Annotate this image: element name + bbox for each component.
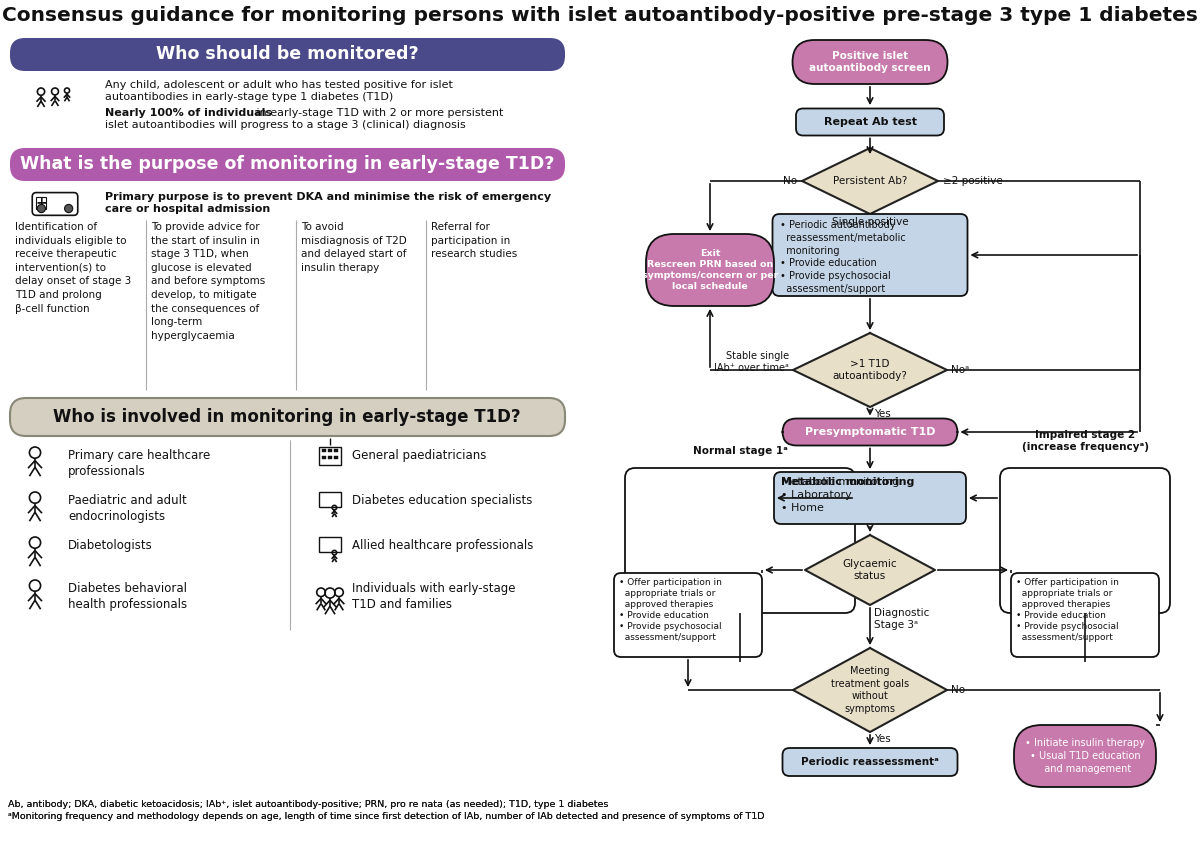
Text: Who is involved in monitoring in early-stage T1D?: Who is involved in monitoring in early-s…	[53, 408, 521, 426]
Text: • Offer participation in
  appropriate trials or
  approved therapies
• Provide : • Offer participation in appropriate tri…	[1016, 578, 1118, 642]
Text: Ab, antibody; DKA, diabetic ketoacidosis; IAb⁺, islet autoantibody-positive; PRN: Ab, antibody; DKA, diabetic ketoacidosis…	[8, 800, 608, 809]
Text: Individuals with early-stage
T1D and families: Individuals with early-stage T1D and fam…	[352, 582, 516, 611]
Text: Positive islet
autoantibody screen: Positive islet autoantibody screen	[809, 51, 931, 73]
Text: Normal stage 1ᵃ: Normal stage 1ᵃ	[692, 446, 787, 456]
FancyBboxPatch shape	[782, 748, 958, 776]
Text: Yes: Yes	[874, 734, 890, 744]
FancyBboxPatch shape	[774, 472, 966, 524]
Text: Diabetes behavioral
health professionals: Diabetes behavioral health professionals	[68, 582, 187, 611]
Text: • Periodic autoantibody
  reassessment/metabolic
  monitoring
• Provide educatio: • Periodic autoantibody reassessment/met…	[780, 220, 905, 294]
Text: ≥2 positive: ≥2 positive	[943, 176, 1003, 186]
Text: Metabolic monitoring: Metabolic monitoring	[781, 477, 914, 487]
Text: • Initiate insulin therapy
• Usual T1D education
  and management: • Initiate insulin therapy • Usual T1D e…	[1025, 738, 1145, 774]
FancyBboxPatch shape	[10, 148, 565, 181]
Bar	[319, 492, 341, 508]
Polygon shape	[805, 535, 935, 605]
Circle shape	[65, 205, 73, 213]
Polygon shape	[793, 333, 947, 407]
Text: What is the purpose of monitoring in early-stage T1D?: What is the purpose of monitoring in ear…	[20, 155, 554, 173]
Polygon shape	[802, 148, 938, 214]
Text: care or hospital admission: care or hospital admission	[106, 204, 270, 214]
Text: To provide advice for
the start of insulin in
stage 3 T1D, when
glucose is eleva: To provide advice for the start of insul…	[151, 222, 265, 341]
Text: Diabetologists: Diabetologists	[68, 539, 152, 552]
Bar	[328, 449, 331, 452]
FancyBboxPatch shape	[792, 40, 948, 84]
Text: Meeting
treatment goals
without
symptoms: Meeting treatment goals without symptoms	[830, 666, 910, 714]
Text: Diagnostic
Stage 3ᵃ: Diagnostic Stage 3ᵃ	[874, 608, 929, 631]
Bar	[334, 456, 338, 459]
FancyBboxPatch shape	[32, 193, 78, 216]
Text: Glycaemic
status: Glycaemic status	[842, 559, 898, 581]
Text: ᵃMonitoring frequency and methodology depends on age, length of time since first: ᵃMonitoring frequency and methodology de…	[8, 812, 764, 821]
Text: Who should be monitored?: Who should be monitored?	[156, 45, 419, 63]
Text: Repeat Ab test: Repeat Ab test	[823, 117, 917, 127]
Text: Primary purpose is to prevent DKA and minimise the risk of emergency: Primary purpose is to prevent DKA and mi…	[106, 192, 551, 202]
Text: Stable single
IAb⁺ over timeᵃ: Stable single IAb⁺ over timeᵃ	[714, 351, 790, 373]
Bar	[334, 449, 338, 452]
Text: Diabetes education specialists: Diabetes education specialists	[352, 494, 533, 507]
Text: Presymptomatic T1D: Presymptomatic T1D	[805, 427, 935, 437]
Text: Noᵃ: Noᵃ	[952, 365, 970, 375]
FancyBboxPatch shape	[773, 214, 967, 296]
Text: To avoid
misdiagnosis of T2D
and delayed start of
insulin therapy: To avoid misdiagnosis of T2D and delayed…	[301, 222, 407, 273]
Circle shape	[37, 205, 46, 213]
Text: Single positive: Single positive	[832, 217, 908, 227]
Text: >1 T1D
autoantibody?: >1 T1D autoantibody?	[833, 359, 907, 381]
Text: Identification of
individuals eligible to
receive therapeutic
intervention(s) to: Identification of individuals eligible t…	[14, 222, 131, 313]
Bar	[319, 447, 341, 465]
Text: Yes: Yes	[874, 409, 890, 419]
Text: Any child, adolescent or adult who has tested positive for islet: Any child, adolescent or adult who has t…	[106, 80, 452, 90]
Text: No: No	[782, 176, 797, 186]
FancyBboxPatch shape	[796, 109, 944, 136]
Bar	[319, 537, 341, 552]
Text: Exit
Rescreen PRN based on
symptoms/concern or per
local schedule: Exit Rescreen PRN based on symptoms/conc…	[642, 249, 778, 291]
Polygon shape	[793, 648, 947, 732]
Text: Primary care healthcare
professionals: Primary care healthcare professionals	[68, 449, 210, 478]
Text: ᵃMonitoring frequency and methodology depends on age, length of time since first: ᵃMonitoring frequency and methodology de…	[8, 812, 764, 821]
FancyBboxPatch shape	[1000, 468, 1170, 613]
Text: Nearly 100% of individuals: Nearly 100% of individuals	[106, 108, 272, 118]
Text: Consensus guidance for monitoring persons with islet autoantibody-positive pre-s: Consensus guidance for monitoring person…	[2, 6, 1198, 25]
Bar	[36, 197, 46, 209]
FancyBboxPatch shape	[646, 234, 774, 306]
FancyBboxPatch shape	[1010, 573, 1159, 657]
FancyBboxPatch shape	[10, 38, 565, 71]
Bar	[328, 456, 331, 459]
FancyBboxPatch shape	[10, 398, 565, 436]
Bar	[322, 449, 325, 452]
Text: Impaired stage 2
(increase frequencyᵃ): Impaired stage 2 (increase frequencyᵃ)	[1021, 429, 1148, 452]
FancyBboxPatch shape	[1014, 725, 1156, 787]
FancyBboxPatch shape	[625, 468, 854, 613]
Text: Paediatric and adult
endocrinologists: Paediatric and adult endocrinologists	[68, 494, 187, 523]
Text: Referral for
participation in
research studies: Referral for participation in research s…	[431, 222, 517, 259]
Text: Allied healthcare professionals: Allied healthcare professionals	[352, 539, 533, 552]
FancyBboxPatch shape	[782, 418, 958, 445]
Text: General paediatricians: General paediatricians	[352, 449, 486, 462]
Text: • Offer participation in
  appropriate trials or
  approved therapies
• Provide : • Offer participation in appropriate tri…	[619, 578, 722, 642]
Text: +: +	[35, 196, 47, 210]
Text: in early-stage T1D with 2 or more persistent: in early-stage T1D with 2 or more persis…	[253, 108, 503, 118]
Text: islet autoantibodies will progress to a stage 3 (clinical) diagnosis: islet autoantibodies will progress to a …	[106, 120, 466, 130]
Bar	[322, 456, 325, 459]
Text: No: No	[952, 685, 965, 695]
Text: Periodic reassessmentᵃ: Periodic reassessmentᵃ	[802, 757, 938, 767]
Text: Persistent Ab?: Persistent Ab?	[833, 176, 907, 186]
Text: Metabolic monitoring
• Laboratory
• Home: Metabolic monitoring • Laboratory • Home	[781, 477, 899, 513]
Text: autoantibodies in early-stage type 1 diabetes (T1D): autoantibodies in early-stage type 1 dia…	[106, 92, 394, 102]
FancyBboxPatch shape	[614, 573, 762, 657]
Text: Ab, antibody; DKA, diabetic ketoacidosis; IAb⁺, islet autoantibody-positive; PRN: Ab, antibody; DKA, diabetic ketoacidosis…	[8, 800, 608, 809]
